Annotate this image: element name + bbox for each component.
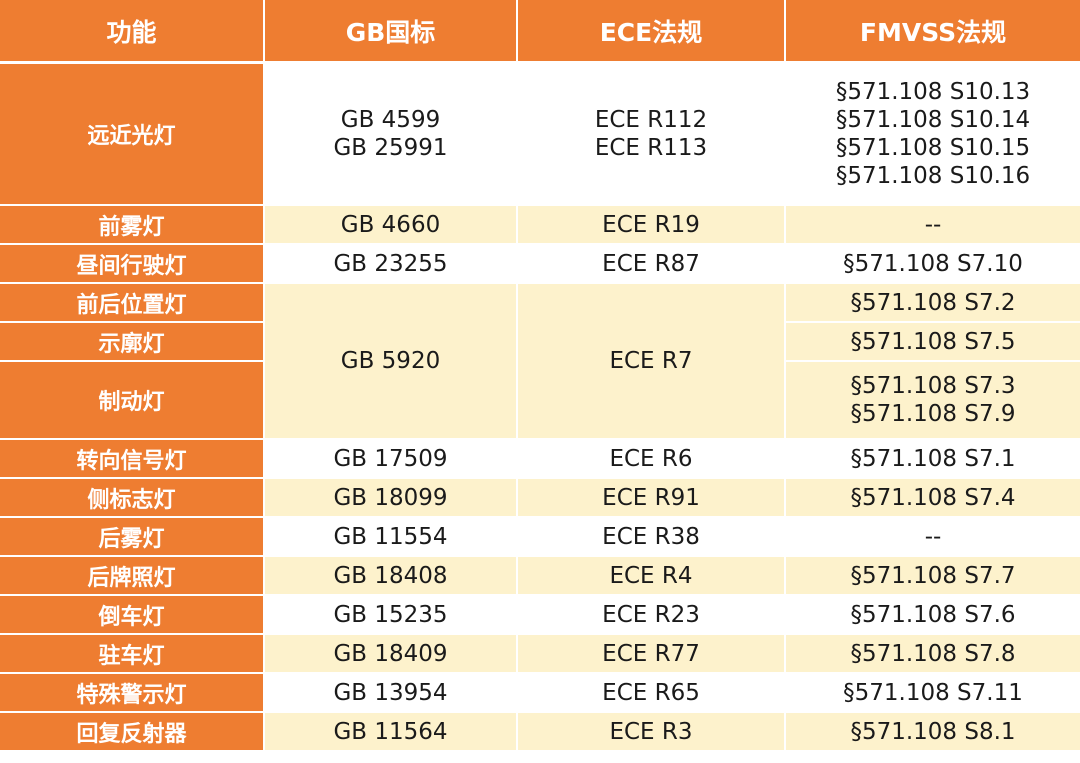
gb-cell: GB 17509 — [265, 440, 518, 479]
header-row: 功能 GB国标 ECE法规 FMVSS法规 — [0, 0, 1080, 64]
fmvss-value: §571.108 S7.9 — [850, 401, 1016, 427]
fmvss-cell: -- — [786, 518, 1080, 557]
fmvss-cell: §571.108 S7.10 — [786, 245, 1080, 284]
ece-cell: ECE R6 — [518, 440, 786, 479]
function-cell: 侧标志灯 — [0, 479, 265, 518]
gb-value: GB 25991 — [333, 135, 448, 161]
function-cell: 制动灯 — [0, 362, 265, 440]
gb-cell: GB 18409 — [265, 635, 518, 674]
table-row: 昼间行驶灯 GB 23255 ECE R87 §571.108 S7.10 — [0, 245, 1080, 284]
fmvss-cell: §571.108 S7.11 — [786, 674, 1080, 713]
ece-cell: ECE R38 — [518, 518, 786, 557]
fmvss-cell: §571.108 S8.1 — [786, 713, 1080, 752]
ece-cell: ECE R23 — [518, 596, 786, 635]
ece-cell: ECE R87 — [518, 245, 786, 284]
ece-value: ECE R112 — [594, 107, 708, 133]
fmvss-cell: §571.108 S7.4 — [786, 479, 1080, 518]
fmvss-cell: §571.108 S7.1 — [786, 440, 1080, 479]
fmvss-value: §571.108 S7.3 — [850, 373, 1016, 399]
fmvss-cell: §571.108 S7.8 — [786, 635, 1080, 674]
fmvss-cell: §571.108 S7.3 §571.108 S7.9 — [786, 362, 1080, 440]
function-cell: 倒车灯 — [0, 596, 265, 635]
function-cell: 后牌照灯 — [0, 557, 265, 596]
ece-cell: ECE R3 — [518, 713, 786, 752]
fmvss-cell: -- — [786, 206, 1080, 245]
fmvss-value: §571.108 S10.15 — [835, 135, 1031, 161]
fmvss-value: §571.108 S10.16 — [835, 163, 1031, 189]
table-row: 后雾灯 GB 11554 ECE R38 -- — [0, 518, 1080, 557]
table-row: 后牌照灯 GB 18408 ECE R4 §571.108 S7.7 — [0, 557, 1080, 596]
function-cell: 转向信号灯 — [0, 440, 265, 479]
table-row: 远近光灯 GB 4599 GB 25991 ECE R112 ECE R113 … — [0, 64, 1080, 206]
fmvss-cell: §571.108 S7.5 — [786, 323, 1080, 362]
ece-cell: ECE R77 — [518, 635, 786, 674]
function-cell: 前后位置灯 — [0, 284, 265, 323]
header-fmvss-regulation: FMVSS法规 — [786, 0, 1080, 64]
function-cell: 特殊警示灯 — [0, 674, 265, 713]
ece-cell-merged: ECE R7 — [518, 284, 786, 440]
gb-cell: GB 13954 — [265, 674, 518, 713]
function-cell: 驻车灯 — [0, 635, 265, 674]
fmvss-cell: §571.108 S7.6 — [786, 596, 1080, 635]
table-row: 制动灯 §571.108 S7.3 §571.108 S7.9 — [0, 362, 1080, 440]
fmvss-value: §571.108 S10.14 — [835, 107, 1031, 133]
function-cell: 回复反射器 — [0, 713, 265, 752]
ece-cell: ECE R4 — [518, 557, 786, 596]
gb-cell: GB 11554 — [265, 518, 518, 557]
header-gb-standard: GB国标 — [265, 0, 518, 64]
ece-cell: ECE R65 — [518, 674, 786, 713]
table-row: 倒车灯 GB 15235 ECE R23 §571.108 S7.6 — [0, 596, 1080, 635]
fmvss-cell: §571.108 S7.7 — [786, 557, 1080, 596]
gb-cell: GB 18099 — [265, 479, 518, 518]
ece-cell: ECE R19 — [518, 206, 786, 245]
gb-cell-merged: GB 5920 — [265, 284, 518, 440]
gb-cell: GB 18408 — [265, 557, 518, 596]
gb-value: GB 4599 — [340, 107, 441, 133]
gb-cell: GB 15235 — [265, 596, 518, 635]
fmvss-cell: §571.108 S7.2 — [786, 284, 1080, 323]
ece-cell: ECE R91 — [518, 479, 786, 518]
header-function: 功能 — [0, 0, 265, 64]
table-row: 前雾灯 GB 4660 ECE R19 -- — [0, 206, 1080, 245]
table-row: 特殊警示灯 GB 13954 ECE R65 §571.108 S7.11 — [0, 674, 1080, 713]
fmvss-value: §571.108 S10.13 — [835, 79, 1031, 105]
table-row: 驻车灯 GB 18409 ECE R77 §571.108 S7.8 — [0, 635, 1080, 674]
table-row: 回复反射器 GB 11564 ECE R3 §571.108 S8.1 — [0, 713, 1080, 752]
function-cell: 远近光灯 — [0, 64, 265, 206]
gb-cell: GB 23255 — [265, 245, 518, 284]
table-row: 前后位置灯 GB 5920 ECE R7 §571.108 S7.2 — [0, 284, 1080, 440]
table-row: 侧标志灯 GB 18099 ECE R91 §571.108 S7.4 — [0, 479, 1080, 518]
ece-cell: ECE R112 ECE R113 — [518, 64, 786, 206]
gb-cell: GB 4599 GB 25991 — [265, 64, 518, 206]
function-cell: 昼间行驶灯 — [0, 245, 265, 284]
table-row: 转向信号灯 GB 17509 ECE R6 §571.108 S7.1 — [0, 440, 1080, 479]
ece-value: ECE R113 — [594, 135, 708, 161]
function-cell: 前雾灯 — [0, 206, 265, 245]
gb-cell: GB 4660 — [265, 206, 518, 245]
header-ece-regulation: ECE法规 — [518, 0, 786, 64]
fmvss-cell: §571.108 S10.13 §571.108 S10.14 §571.108… — [786, 64, 1080, 206]
function-cell: 示廓灯 — [0, 323, 265, 362]
gb-cell: GB 11564 — [265, 713, 518, 752]
table-row: 示廓灯 §571.108 S7.5 — [0, 323, 1080, 362]
function-cell: 后雾灯 — [0, 518, 265, 557]
